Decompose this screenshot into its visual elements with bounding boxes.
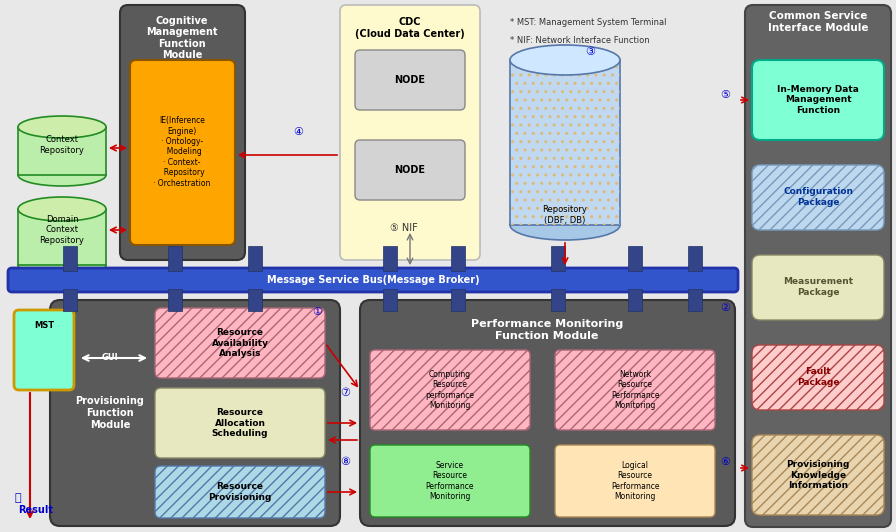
- Bar: [168, 246, 182, 271]
- Text: MST: MST: [34, 320, 54, 329]
- Ellipse shape: [510, 45, 620, 75]
- FancyBboxPatch shape: [120, 5, 245, 260]
- Bar: [628, 246, 642, 271]
- Text: IE(Inference
Engine)
· Ontology-
  Modeling
· Context-
  Repository
· Orchestrat: IE(Inference Engine) · Ontology- Modelin…: [153, 117, 211, 188]
- Text: Fault
Package: Fault Package: [797, 367, 840, 387]
- FancyBboxPatch shape: [8, 268, 738, 292]
- Text: Resource
Provisioning: Resource Provisioning: [208, 483, 271, 502]
- FancyBboxPatch shape: [355, 140, 465, 200]
- FancyBboxPatch shape: [130, 60, 235, 245]
- Bar: [168, 289, 182, 311]
- Text: ⑦: ⑦: [340, 388, 350, 398]
- FancyBboxPatch shape: [18, 209, 106, 265]
- Text: Provisioning
Knowledge
Information: Provisioning Knowledge Information: [787, 460, 849, 490]
- Text: Message Service Bus(Message Broker): Message Service Bus(Message Broker): [267, 275, 479, 285]
- Text: NODE: NODE: [394, 75, 426, 85]
- Text: ①: ①: [312, 307, 322, 317]
- Text: In-Memory Data
Management
Function: In-Memory Data Management Function: [777, 85, 859, 115]
- FancyBboxPatch shape: [155, 308, 325, 378]
- Text: Resource
Availability
Analysis: Resource Availability Analysis: [211, 328, 269, 358]
- Text: CDC
(Cloud Data Center): CDC (Cloud Data Center): [355, 17, 465, 39]
- Text: ④: ④: [293, 127, 303, 137]
- Text: * MST: Management System Terminal: * MST: Management System Terminal: [510, 18, 667, 27]
- FancyBboxPatch shape: [360, 300, 735, 526]
- Text: Common Service
Interface Module: Common Service Interface Module: [768, 11, 868, 33]
- Text: Context
Repository: Context Repository: [39, 135, 84, 155]
- FancyBboxPatch shape: [752, 255, 884, 320]
- Bar: [63, 246, 77, 271]
- Ellipse shape: [18, 197, 106, 221]
- Text: ⑥: ⑥: [720, 457, 730, 467]
- Ellipse shape: [18, 116, 106, 138]
- Text: Computing
Resource
performance
Monitoring: Computing Resource performance Monitorin…: [426, 370, 475, 410]
- Text: ⓪: ⓪: [14, 493, 22, 503]
- FancyBboxPatch shape: [50, 300, 340, 526]
- Text: ⑤: ⑤: [720, 90, 730, 100]
- Text: Performance Monitoring
Function Module: Performance Monitoring Function Module: [471, 319, 623, 341]
- FancyBboxPatch shape: [745, 5, 891, 527]
- Text: Result: Result: [18, 505, 53, 515]
- Text: ②: ②: [720, 303, 730, 313]
- Text: Provisioning
Function
Module: Provisioning Function Module: [75, 396, 144, 430]
- Bar: [688, 289, 702, 311]
- Bar: [248, 246, 262, 271]
- Text: Domain
Context
Repository: Domain Context Repository: [39, 215, 84, 245]
- Text: ⑧: ⑧: [340, 457, 350, 467]
- Bar: [628, 289, 642, 311]
- Bar: [451, 289, 465, 311]
- Text: ③: ③: [585, 47, 595, 57]
- FancyBboxPatch shape: [14, 310, 74, 390]
- Ellipse shape: [18, 164, 106, 186]
- Bar: [451, 246, 465, 271]
- Bar: [551, 246, 565, 271]
- FancyBboxPatch shape: [752, 165, 884, 230]
- Text: Resource
Allocation
Scheduling: Resource Allocation Scheduling: [211, 408, 268, 438]
- FancyBboxPatch shape: [355, 50, 465, 110]
- Text: Configuration
Package: Configuration Package: [783, 187, 853, 207]
- FancyBboxPatch shape: [510, 60, 620, 225]
- Ellipse shape: [510, 210, 620, 240]
- Text: NODE: NODE: [394, 165, 426, 175]
- Bar: [551, 289, 565, 311]
- Bar: [248, 289, 262, 311]
- Bar: [383, 289, 397, 311]
- FancyBboxPatch shape: [752, 60, 884, 140]
- Bar: [688, 246, 702, 271]
- Text: GUI: GUI: [101, 353, 118, 362]
- FancyBboxPatch shape: [370, 445, 530, 517]
- Text: Repository
(DBF, DB): Repository (DBF, DB): [543, 205, 588, 225]
- Text: ⑤ NIF: ⑤ NIF: [390, 223, 418, 233]
- FancyBboxPatch shape: [370, 350, 530, 430]
- FancyBboxPatch shape: [155, 466, 325, 518]
- FancyBboxPatch shape: [555, 350, 715, 430]
- FancyBboxPatch shape: [340, 5, 480, 260]
- FancyBboxPatch shape: [752, 345, 884, 410]
- FancyBboxPatch shape: [555, 445, 715, 517]
- Text: Network
Resource
Performance
Monitoring: Network Resource Performance Monitoring: [611, 370, 659, 410]
- FancyBboxPatch shape: [752, 435, 884, 515]
- FancyBboxPatch shape: [155, 388, 325, 458]
- Text: Service
Resource
Performance
Monitoring: Service Resource Performance Monitoring: [426, 461, 474, 501]
- Text: * NIF: Network Interface Function: * NIF: Network Interface Function: [510, 36, 650, 45]
- Text: Measurement
Package: Measurement Package: [783, 277, 853, 297]
- Bar: [383, 246, 397, 271]
- FancyBboxPatch shape: [18, 127, 106, 175]
- Text: Logical
Resource
Performance
Monitoring: Logical Resource Performance Monitoring: [611, 461, 659, 501]
- Ellipse shape: [18, 253, 106, 277]
- Text: Cognitive
Management
Function
Module: Cognitive Management Function Module: [146, 15, 218, 61]
- Bar: [63, 289, 77, 311]
